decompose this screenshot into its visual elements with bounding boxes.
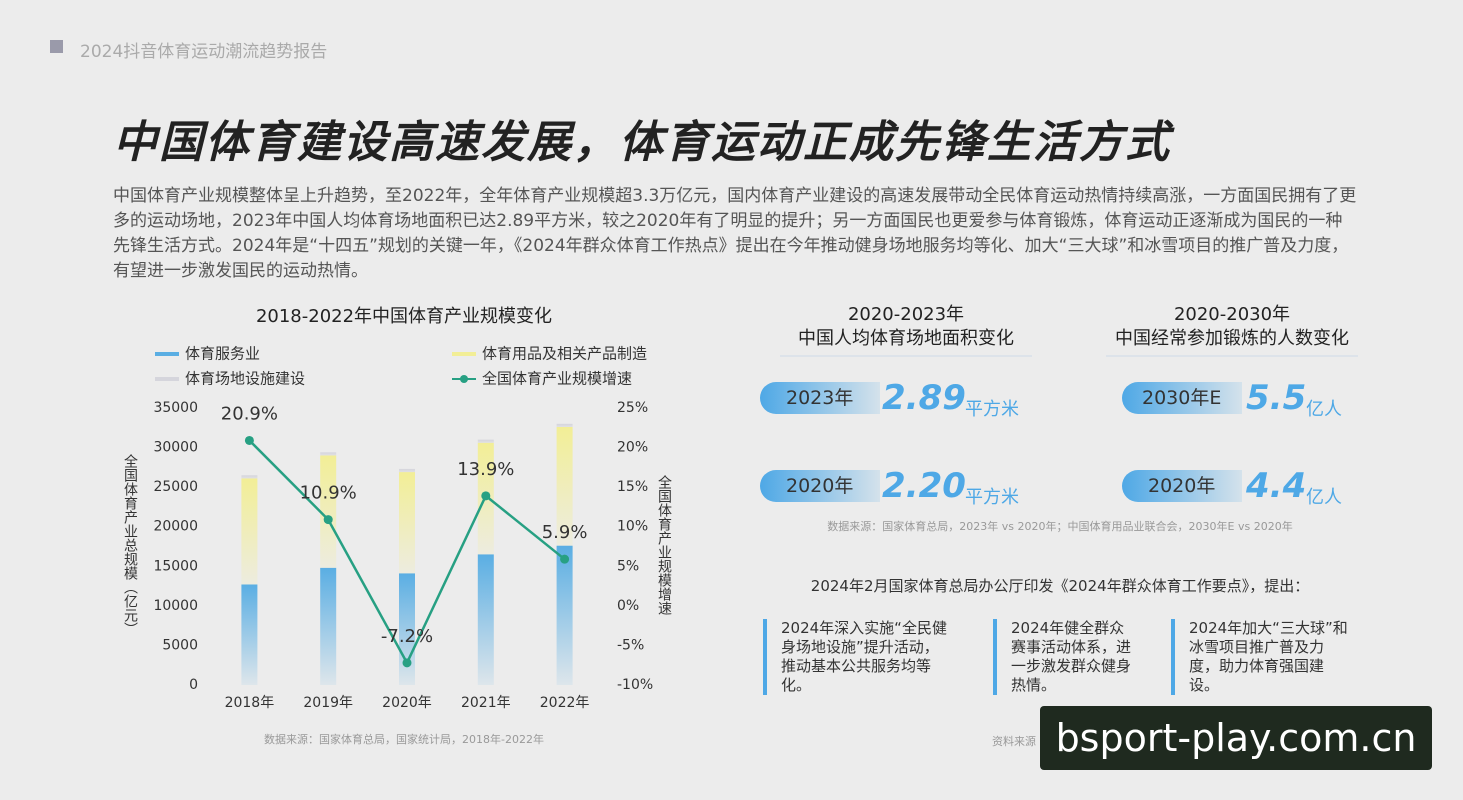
stat-label: 2023年 [760,382,880,414]
bar [477,439,494,443]
value-label: -7.2% [381,626,433,647]
line-point [481,491,491,501]
bar [320,567,337,685]
line-point [244,435,254,445]
panel-period: 2020-2023年 [847,304,965,325]
stat-value: 2.89 [882,378,966,418]
y2-tick-label: 5% [617,558,639,574]
legend-dot [460,375,468,383]
panel-heading: 2020-2023年 中国人均体育场地面积变化 [780,303,1032,357]
x-tick-label: 2018年 [225,695,275,711]
line-point [402,658,412,668]
legend-label: 体育服务业 [185,345,260,363]
bar [556,545,573,685]
y-tick-label: 15000 [153,558,198,574]
panel-period: 2020-2030年 [1173,304,1291,325]
y2-tick-label: 0% [617,598,639,614]
x-tick-label: 2022年 [540,695,590,711]
stat-value: 4.4 [1246,466,1307,506]
value-label: 20.9% [221,403,278,424]
line-point [323,515,333,525]
policy-item: 2024年加大“三大球”和冰雪项目推广普及力度，助力体育强国建设。 [1171,619,1349,695]
policy-item: 2024年深入实施“全民健身场地设施”提升活动，推动基本公共服务均等化。 [763,619,949,695]
legend-label: 全国体育产业规模增速 [482,370,632,388]
value-label: 10.9% [300,483,357,504]
bar [556,423,573,427]
chart-source: 数据来源：国家体育总局，国家统计局，2018年-2022年 [264,732,544,746]
header-mark [50,40,63,53]
stat-value: 2.20 [882,466,966,506]
stat-unit: 平方米 [965,399,1019,420]
value-label: 5.9% [542,522,588,543]
bar [399,468,415,473]
y2-tick-label: -10% [617,677,653,693]
panels-source: 数据来源：国家体育总局，2023年 vs 2020年；中国体育用品业联合会，20… [827,520,1293,533]
stat-label: 2020年 [760,470,880,502]
stat-label: 2030年E [1122,382,1242,414]
chart: 2018-2022年中国体育产业规模变化 全国体育产业总规模（亿元） 全国体育产… [122,306,672,746]
x-tick-label: 2021年 [461,695,511,711]
bar [399,472,415,574]
value-label: 13.9% [457,459,514,480]
y2-tick-label: 15% [617,479,648,495]
x-tick-label: 2019年 [303,695,353,711]
x-tick-label: 2020年 [382,695,432,711]
y-axis-title: 全国体育产业总规模（亿元） [122,453,138,636]
stat-unit: 亿人 [1306,487,1342,508]
y2-tick-label: 20% [617,440,648,456]
legend-swatch [155,377,179,381]
watermark: bsport-play.com.cn [1040,706,1432,770]
stat-value: 5.5 [1246,378,1307,418]
header-title: 2024抖音体育运动潮流趋势报告 [80,42,328,62]
y-tick-label: 10000 [153,598,198,614]
legend-label: 体育场地设施建设 [185,370,305,388]
intro: 中国体育产业规模整体呈上升趋势，至2022年，全年体育产业规模超3.3万亿元，国… [113,186,1357,281]
y-tick-label: 20000 [153,519,198,535]
bar [241,478,258,585]
headline: 中国体育建设高速发展，体育运动正成先锋生活方式 [113,117,1171,168]
bar [477,554,494,685]
stat-unit: 亿人 [1306,399,1342,420]
legend-swatch [452,352,476,356]
y-tick-label: 25000 [153,479,198,495]
y-tick-label: 30000 [153,440,198,456]
panel-subtitle: 中国人均体育场地面积变化 [798,328,1014,349]
bar [556,426,573,546]
y2-tick-label: 10% [617,519,648,535]
policy-lead: 2024年2月国家体育总局办公厅印发《2024年群众体育工作要点》，提出： [810,577,1310,595]
bar [241,584,258,685]
bar [320,452,337,456]
y2-axis-title: 全国体育产业规模增速 [656,474,672,616]
policy-item: 2024年健全群众赛事活动体系，进一步激发群众健身热情。 [993,619,1131,695]
stat-label: 2020年 [1122,470,1242,502]
bar [320,455,337,568]
y-tick-label: 0 [189,677,198,693]
y-tick-label: 5000 [162,637,198,653]
y2-tick-label: -5% [617,637,644,653]
y2-tick-label: 25% [617,400,648,416]
panel-heading: 2020-2030年 中国经常参加锻炼的人数变化 [1106,303,1358,357]
bar [241,475,258,479]
line-point [560,554,570,564]
panel-subtitle: 中国经常参加锻炼的人数变化 [1115,328,1349,349]
y-tick-label: 35000 [153,400,198,416]
legend-swatch [155,352,179,356]
stat-unit: 平方米 [965,487,1019,508]
footer-source: 资料来源 [992,735,1036,748]
legend-label: 体育用品及相关产品制造 [482,345,647,363]
chart-title: 2018-2022年中国体育产业规模变化 [256,306,552,327]
